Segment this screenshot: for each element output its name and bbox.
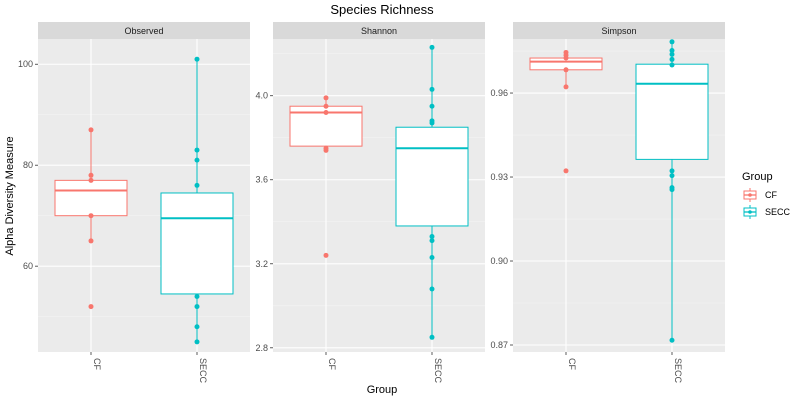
facet-strip-label: Observed	[124, 26, 163, 36]
data-point	[323, 145, 329, 151]
facet-strip-label: Simpson	[601, 26, 636, 36]
legend-key-point	[748, 193, 752, 197]
data-point	[88, 238, 94, 244]
boxplot-cf	[54, 129, 128, 241]
data-point	[669, 337, 675, 343]
data-point	[194, 304, 200, 310]
facet-strip-label: Shannon	[361, 26, 397, 36]
data-point	[194, 157, 200, 163]
y-tick-label: 60	[23, 261, 33, 271]
boxplot-secc	[395, 47, 469, 338]
data-point	[194, 182, 200, 188]
boxplot-secc	[160, 59, 234, 342]
y-tick-label: 80	[23, 160, 33, 170]
y-tick-label: 4.0	[255, 91, 268, 101]
data-point	[88, 127, 94, 133]
y-tick-label: 3.2	[255, 259, 268, 269]
data-point	[88, 177, 94, 183]
legend: Group CF SECC	[742, 171, 791, 220]
facet-panel-simpson: Simpson 0.87 0.90 0.93 0.96 CF SECC	[490, 22, 725, 384]
data-point	[194, 339, 200, 345]
legend-items: CF SECC	[742, 187, 791, 220]
x-tick-label: SECC	[673, 358, 683, 384]
chart-title: Species Richness	[330, 2, 434, 17]
y-tick-label: 0.87	[490, 340, 508, 350]
data-point	[669, 173, 675, 179]
legend-key-point	[748, 210, 752, 214]
data-point	[563, 67, 569, 73]
facet-strip	[513, 22, 725, 39]
data-point	[323, 110, 329, 116]
data-point	[429, 238, 435, 244]
y-tick-label: 0.93	[490, 172, 508, 182]
facet-strip	[273, 22, 485, 39]
data-point	[194, 293, 200, 299]
data-point	[194, 56, 200, 62]
data-point	[429, 286, 435, 292]
y-axis-title: Alpha Diversity Measure	[4, 136, 16, 255]
data-point	[563, 49, 569, 55]
data-point	[429, 254, 435, 260]
y-tick-label: 0.90	[490, 256, 508, 266]
data-point	[194, 324, 200, 330]
data-point	[669, 185, 675, 191]
y-tick-label: 2.8	[255, 343, 268, 353]
y-tick-label: 3.6	[255, 175, 268, 185]
data-point	[669, 47, 675, 53]
facet-panel-observed: Observed 60 80 100 CF SECC	[18, 22, 250, 384]
data-point	[563, 84, 569, 90]
x-axis-title: Group	[367, 384, 398, 396]
y-tick-label: 0.96	[490, 88, 508, 98]
data-point	[429, 334, 435, 340]
x-tick-label: CF	[327, 358, 337, 370]
data-point	[429, 118, 435, 124]
x-tick-label: SECC	[198, 358, 208, 384]
box-iqr	[54, 179, 128, 217]
legend-label: SECC	[765, 207, 791, 217]
data-point	[194, 147, 200, 153]
data-point	[323, 103, 329, 109]
legend-item-secc: SECC	[742, 204, 791, 220]
data-point	[88, 304, 94, 310]
data-point	[429, 86, 435, 92]
data-point	[669, 39, 675, 45]
box-iqr	[160, 192, 234, 295]
data-point	[669, 56, 675, 62]
y-tick-label: 100	[18, 59, 33, 69]
legend-label: CF	[765, 190, 777, 200]
data-point	[669, 51, 675, 57]
data-point	[429, 233, 435, 239]
data-point	[323, 95, 329, 101]
box-iqr	[395, 126, 469, 227]
boxplot-secc	[635, 41, 709, 341]
x-tick-label: CF	[92, 358, 102, 370]
data-point	[88, 213, 94, 219]
legend-title: Group	[742, 171, 773, 183]
data-point	[88, 172, 94, 178]
data-point	[563, 168, 569, 174]
legend-item-cf: CF	[742, 187, 777, 203]
box-iqr	[635, 63, 709, 160]
data-point	[323, 252, 329, 258]
data-point	[429, 44, 435, 50]
data-point	[429, 103, 435, 109]
x-tick-label: SECC	[433, 358, 443, 384]
data-point	[669, 168, 675, 174]
x-tick-label: CF	[567, 358, 577, 370]
facet-strip	[38, 22, 250, 39]
facet-panels: Observed 60 80 100 CF SECC Shannon 2.8 3.2 3.6 4.0…	[18, 22, 725, 384]
facet-panel-shannon: Shannon 2.8 3.2 3.6 4.0 CF SECC	[255, 22, 485, 384]
data-point	[669, 62, 675, 68]
